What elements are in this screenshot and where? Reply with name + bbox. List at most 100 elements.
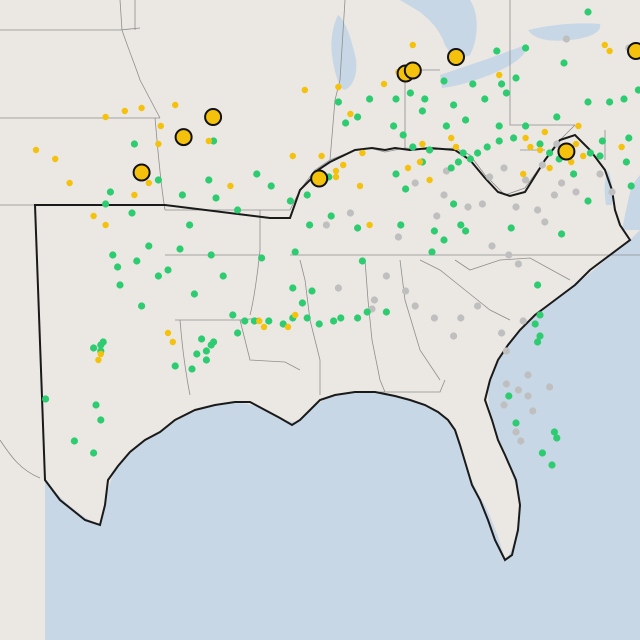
green-site-marker[interactable] [392, 95, 400, 103]
green-site-marker[interactable] [116, 281, 124, 289]
yellow-site-marker[interactable] [359, 149, 366, 157]
green-site-marker[interactable] [382, 308, 390, 316]
yellow-site-marker[interactable] [520, 170, 527, 178]
gray-site-marker[interactable] [550, 191, 559, 199]
yellow-site-marker[interactable] [227, 182, 234, 190]
gray-site-marker[interactable] [450, 332, 458, 340]
green-site-marker[interactable] [303, 314, 311, 322]
green-site-marker[interactable] [570, 170, 578, 178]
green-site-marker[interactable] [171, 362, 179, 370]
green-site-marker[interactable] [354, 224, 362, 232]
yellow-site-marker[interactable] [138, 104, 145, 112]
green-site-marker[interactable] [303, 191, 311, 199]
green-site-marker[interactable] [366, 95, 374, 103]
green-site-marker[interactable] [522, 122, 530, 130]
gray-site-marker[interactable] [488, 242, 496, 250]
yellow-site-marker[interactable] [522, 134, 529, 142]
yellow-site-marker[interactable] [426, 176, 433, 184]
green-site-marker[interactable] [193, 350, 201, 358]
yellow-site-marker[interactable] [157, 122, 164, 130]
green-site-marker[interactable] [469, 80, 477, 88]
green-site-marker[interactable] [164, 266, 172, 274]
gray-site-marker[interactable] [546, 383, 554, 391]
green-site-marker[interactable] [145, 242, 153, 250]
large-yellow-marker[interactable] [403, 61, 422, 80]
green-site-marker[interactable] [450, 101, 458, 109]
large-yellow-marker[interactable] [557, 142, 576, 161]
green-site-marker[interactable] [106, 188, 114, 196]
yellow-site-marker[interactable] [131, 191, 138, 199]
green-site-marker[interactable] [128, 209, 136, 217]
green-site-marker[interactable] [241, 317, 249, 325]
green-site-marker[interactable] [553, 113, 561, 121]
gray-site-marker[interactable] [572, 188, 580, 196]
green-site-marker[interactable] [358, 257, 366, 265]
green-site-marker[interactable] [178, 191, 186, 199]
green-site-marker[interactable] [202, 347, 210, 355]
green-site-marker[interactable] [454, 158, 462, 166]
gray-site-marker[interactable] [502, 380, 510, 388]
gray-site-marker[interactable] [394, 233, 402, 241]
yellow-site-marker[interactable] [380, 80, 388, 88]
large-yellow-marker[interactable] [204, 108, 223, 126]
green-site-marker[interactable] [298, 299, 306, 307]
large-yellow-marker[interactable] [627, 42, 640, 60]
green-site-marker[interactable] [584, 8, 592, 16]
gray-site-marker[interactable] [474, 302, 482, 310]
green-site-marker[interactable] [207, 251, 215, 259]
yellow-site-marker[interactable] [580, 152, 587, 160]
green-site-marker[interactable] [457, 221, 465, 229]
green-site-marker[interactable] [474, 149, 482, 157]
green-site-marker[interactable] [625, 134, 633, 142]
yellow-site-marker[interactable] [541, 128, 548, 136]
green-site-marker[interactable] [133, 257, 141, 265]
green-site-marker[interactable] [212, 194, 220, 202]
gray-site-marker[interactable] [411, 179, 419, 187]
green-site-marker[interactable] [188, 365, 196, 373]
gray-site-marker[interactable] [517, 437, 525, 445]
green-site-marker[interactable] [198, 335, 206, 343]
gray-site-marker[interactable] [505, 251, 513, 259]
green-site-marker[interactable] [512, 419, 520, 427]
green-site-marker[interactable] [596, 152, 604, 160]
green-site-marker[interactable] [548, 461, 556, 469]
green-site-marker[interactable] [536, 140, 544, 148]
green-site-marker[interactable] [426, 146, 434, 154]
yellow-site-marker[interactable] [292, 311, 299, 319]
green-site-marker[interactable] [512, 74, 520, 82]
green-site-marker[interactable] [337, 314, 345, 322]
gray-site-marker[interactable] [411, 302, 419, 310]
green-site-marker[interactable] [176, 245, 184, 253]
yellow-site-marker[interactable] [536, 146, 544, 154]
green-site-marker[interactable] [507, 224, 515, 232]
green-site-marker[interactable] [483, 143, 491, 151]
gray-site-marker[interactable] [440, 191, 448, 199]
green-site-marker[interactable] [327, 212, 335, 220]
gray-site-marker[interactable] [514, 260, 523, 268]
yellow-site-marker[interactable] [169, 338, 176, 346]
gray-site-marker[interactable] [382, 272, 390, 280]
yellow-site-marker[interactable] [102, 113, 109, 121]
green-site-marker[interactable] [154, 272, 162, 280]
green-site-marker[interactable] [450, 200, 458, 208]
yellow-site-marker[interactable] [155, 140, 162, 148]
gray-site-marker[interactable] [558, 179, 566, 187]
green-site-marker[interactable] [481, 95, 489, 103]
green-site-marker[interactable] [538, 449, 547, 457]
gray-site-marker[interactable] [512, 428, 520, 436]
green-site-marker[interactable] [620, 95, 628, 103]
yellow-site-marker[interactable] [289, 152, 296, 160]
green-site-marker[interactable] [267, 182, 275, 190]
green-site-marker[interactable] [440, 77, 448, 85]
green-site-marker[interactable] [402, 185, 410, 193]
yellow-site-marker[interactable] [572, 140, 580, 148]
green-site-marker[interactable] [219, 272, 227, 280]
green-site-marker[interactable] [205, 176, 213, 184]
yellow-site-marker[interactable] [366, 221, 373, 229]
yellow-site-marker[interactable] [356, 182, 364, 190]
green-site-marker[interactable] [522, 44, 530, 52]
green-site-marker[interactable] [130, 140, 138, 148]
green-site-marker[interactable] [466, 155, 474, 163]
green-site-marker[interactable] [428, 248, 436, 256]
